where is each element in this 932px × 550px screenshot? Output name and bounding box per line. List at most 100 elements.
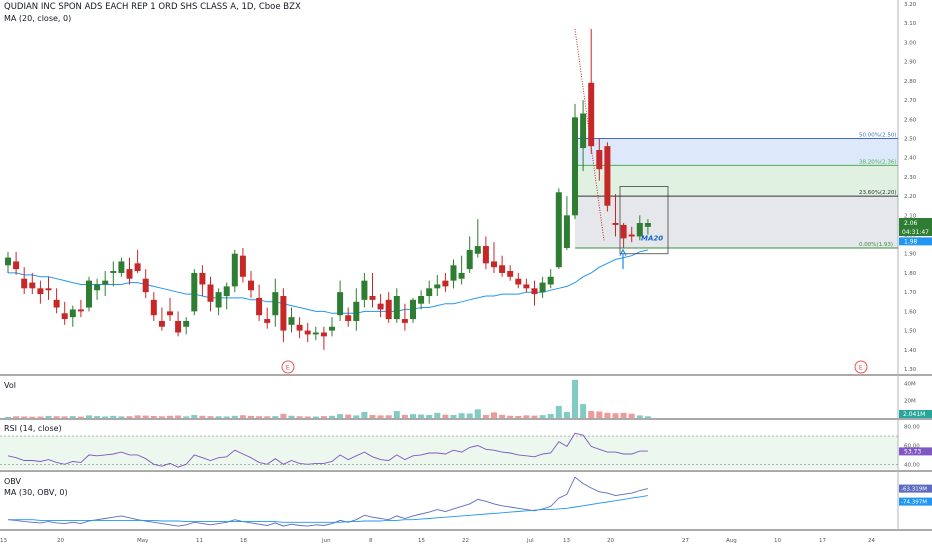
price-tick-label: 1.70 <box>904 290 917 296</box>
last-price-tag <box>899 218 932 227</box>
candle-body <box>572 117 578 216</box>
volume-bar <box>620 412 627 418</box>
volume-bar <box>272 416 279 418</box>
candle-body <box>280 296 287 331</box>
last-price-label: 2.06 <box>904 220 918 227</box>
candle-body <box>515 278 522 285</box>
candle-body <box>256 297 263 316</box>
volume-bar <box>474 409 481 418</box>
volume-bar <box>466 413 473 418</box>
volume-bar <box>94 416 101 418</box>
rsi-pane-title[interactable]: RSI (14, close) <box>4 424 62 433</box>
countdown-tag <box>899 227 932 236</box>
volume-bar <box>555 405 562 418</box>
candle-body <box>134 263 141 272</box>
volume-bar <box>539 415 546 418</box>
candle-body <box>393 296 400 320</box>
earnings-marker-label: E <box>859 364 863 372</box>
volume-bar <box>458 413 465 418</box>
volume-bar <box>450 415 457 418</box>
volume-bar <box>329 415 335 418</box>
ma20-annotation: MA20 <box>641 234 663 242</box>
candle-body <box>199 272 206 285</box>
volume-bar <box>126 416 133 418</box>
candle-body <box>239 255 246 277</box>
fib-level-label: 23.60%(2.20) <box>859 190 897 196</box>
symbol-title[interactable]: QUDIAN INC SPON ADS EACH REP 1 ORD SHS C… <box>4 2 301 12</box>
volume-bar <box>515 416 522 418</box>
price-tick-label: 3.10 <box>904 21 917 27</box>
candle-body <box>612 223 619 225</box>
price-tick-label: 3.20 <box>904 2 917 8</box>
volume-bar <box>158 416 165 418</box>
candle-body <box>167 311 173 316</box>
ma-indicator-label[interactable]: MA (20, close, 0) <box>4 14 72 23</box>
rsi-current-label: 53.73 <box>904 448 921 455</box>
candle-body <box>345 315 352 321</box>
time-tick-label: 22 <box>462 538 469 544</box>
volume-bar <box>248 415 254 418</box>
candle-body <box>126 269 133 279</box>
volume-bar <box>353 415 360 418</box>
time-tick-label: Jun <box>321 538 331 544</box>
ma-price-label: 1.98 <box>904 238 918 245</box>
earnings-marker-icon <box>281 360 295 374</box>
volume-bar <box>280 413 287 418</box>
volume-bar <box>491 412 497 418</box>
volume-bar <box>369 414 376 418</box>
volume-bar <box>86 415 92 418</box>
candle-body <box>628 234 635 237</box>
price-tick-label: 1.60 <box>904 309 917 315</box>
volume-current-label: 2.041M <box>903 411 925 418</box>
candle-body <box>499 265 506 273</box>
candle-body <box>555 192 562 268</box>
volume-bar <box>296 416 303 418</box>
volume-pane-title[interactable]: Vol <box>4 381 16 390</box>
volume-bar <box>410 414 416 418</box>
time-tick-label: 10 <box>774 538 781 544</box>
candle-body <box>401 319 408 323</box>
obv-pane-title[interactable]: OBV <box>4 477 22 486</box>
volume-bar <box>21 416 28 418</box>
volume-tick-label: 20M <box>904 399 916 405</box>
candle-body <box>539 282 546 293</box>
candle-body <box>450 265 457 281</box>
price-tick-label: 3.00 <box>904 40 917 46</box>
candle-body <box>183 320 190 327</box>
volume-bar <box>77 416 84 418</box>
volume-bar <box>377 415 384 418</box>
volume-bar <box>523 415 530 418</box>
obv-ma-label[interactable]: MA (30, OBV, 0) <box>4 488 68 497</box>
candle-body <box>61 313 68 320</box>
candle-body <box>102 280 109 285</box>
volume-bar <box>563 411 570 418</box>
price-tick-label: 2.50 <box>904 136 917 142</box>
price-tick-label: 1.90 <box>904 252 917 258</box>
earnings-marker-label: E <box>286 364 290 372</box>
volume-bar <box>37 416 44 418</box>
candle-body <box>337 292 344 316</box>
candle-body <box>361 280 368 300</box>
candle-body <box>563 215 570 248</box>
volume-bar <box>239 415 246 418</box>
candle-body <box>53 299 60 308</box>
obv-ma-current-tag <box>899 497 932 506</box>
volume-current-tag <box>899 410 932 418</box>
candle-body <box>442 280 449 287</box>
candle-body <box>118 261 125 273</box>
time-tick-label: Aug <box>726 538 737 544</box>
candle-body <box>158 320 165 327</box>
candle-body <box>231 253 238 287</box>
time-tick-label: 8 <box>369 538 373 544</box>
candle-body <box>434 284 441 289</box>
price-tick-label: 2.90 <box>904 60 917 66</box>
candle-body <box>604 146 611 206</box>
countdown-label: 04:31:47 <box>902 229 929 236</box>
obv-current-tag <box>899 484 932 493</box>
time-tick-label: 18 <box>240 538 247 544</box>
time-tick-label: 20 <box>57 538 64 544</box>
volume-bar <box>142 415 149 418</box>
arrow-up-icon <box>619 248 627 256</box>
